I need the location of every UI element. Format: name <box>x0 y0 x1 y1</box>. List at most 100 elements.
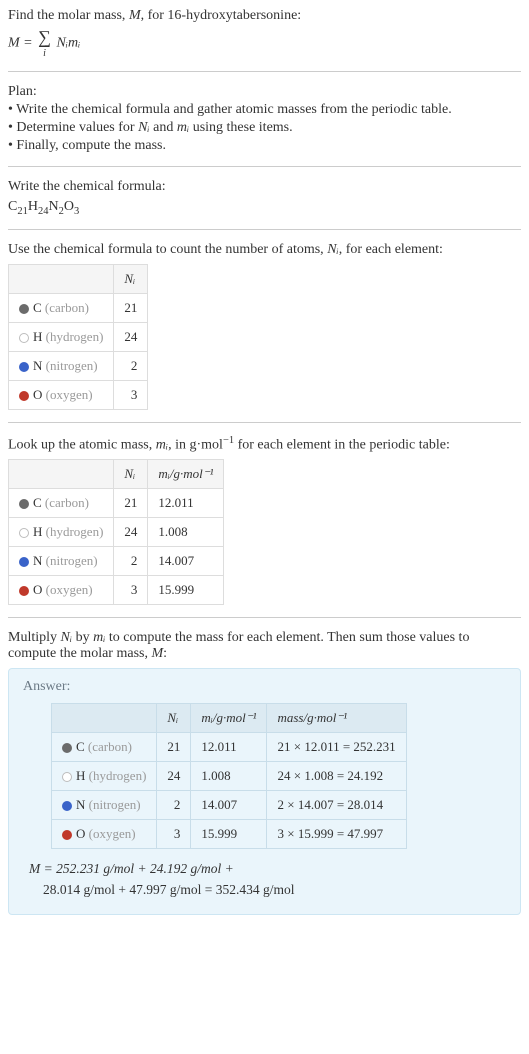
element-name: (carbon) <box>88 739 132 754</box>
table-header-row: Nᵢ mᵢ/g·mol⁻¹ <box>9 460 224 489</box>
intro-line: Find the molar mass, M, for 16-hydroxyta… <box>8 8 521 24</box>
table-header-row: Nᵢ <box>9 264 148 293</box>
m-value: 12.011 <box>148 489 224 518</box>
element-symbol: C <box>33 300 42 315</box>
element-cell: H (hydrogen) <box>9 322 114 351</box>
table-row: N (nitrogen)214.0072 × 14.007 = 28.014 <box>52 791 407 820</box>
element-symbol: C <box>33 495 42 510</box>
element-symbol: N <box>76 797 85 812</box>
formula-rhs: Nᵢmᵢ <box>53 36 80 51</box>
mass-lookup-heading: Look up the atomic mass, mᵢ, in g·mol−1 … <box>8 435 521 454</box>
element-cell: C (carbon) <box>9 293 114 322</box>
element-name: (oxygen) <box>89 826 136 841</box>
mass-lookup-table: Nᵢ mᵢ/g·mol⁻¹ C (carbon)2112.011H (hydro… <box>8 459 224 605</box>
element-symbol: O <box>76 826 85 841</box>
n-value: 2 <box>114 547 148 576</box>
element-dot-icon <box>19 333 29 343</box>
table-row: O (oxygen)315.999 <box>9 576 224 605</box>
chem-heading: Write the chemical formula: <box>8 179 521 195</box>
element-dot-icon <box>62 772 72 782</box>
mass-value: 3 × 15.999 = 47.997 <box>267 820 406 849</box>
element-dot-icon <box>19 499 29 509</box>
table-row: H (hydrogen) 241.008 <box>9 518 224 547</box>
ni-header: Nᵢ <box>114 264 148 293</box>
table-row: N (nitrogen)214.007 <box>9 547 224 576</box>
table-row: H (hydrogen)241.00824 × 1.008 = 24.192 <box>52 762 407 791</box>
formula-lhs: M = <box>8 36 36 51</box>
element-cell: H (hydrogen) <box>52 762 157 791</box>
element-symbol: N <box>33 553 42 568</box>
n-value: 2 <box>114 351 148 380</box>
n-value: 24 <box>114 322 148 351</box>
element-dot-icon <box>62 830 72 840</box>
count-section: Use the chemical formula to count the nu… <box>8 242 521 410</box>
element-name: (oxygen) <box>46 582 93 597</box>
plan-section: Plan: • Write the chemical formula and g… <box>8 84 521 154</box>
element-dot-icon <box>62 743 72 753</box>
mass-header: mass/g·mol⁻¹ <box>267 704 406 733</box>
m-value: 1.008 <box>148 518 224 547</box>
ni-header: Nᵢ <box>157 704 191 733</box>
element-cell: N (nitrogen) <box>52 791 157 820</box>
m-value: 15.999 <box>148 576 224 605</box>
n-value: 3 <box>157 820 191 849</box>
element-dot-icon <box>19 586 29 596</box>
element-symbol: O <box>33 582 42 597</box>
intro-prefix: Find the molar mass, <box>8 8 129 23</box>
divider <box>8 166 521 167</box>
table-row: C (carbon) 2112.011 <box>9 489 224 518</box>
table-row: C (carbon)21 <box>9 293 148 322</box>
molar-mass-formula: M = ∑i Nᵢmᵢ <box>8 28 521 59</box>
element-name: (oxygen) <box>46 387 93 402</box>
element-name: (hydrogen) <box>89 768 147 783</box>
element-name: (hydrogen) <box>46 524 104 539</box>
answer-label: Answer: <box>23 679 506 695</box>
element-name: (nitrogen) <box>46 553 98 568</box>
divider <box>8 229 521 230</box>
blank-header <box>9 460 114 489</box>
m-value: 15.999 <box>191 820 267 849</box>
m-value: 14.007 <box>148 547 224 576</box>
table-row: N (nitrogen)2 <box>9 351 148 380</box>
multiply-section: Multiply Nᵢ by mᵢ to compute the mass fo… <box>8 630 521 915</box>
element-dot-icon <box>19 304 29 314</box>
mass-value: 21 × 12.011 = 252.231 <box>267 733 406 762</box>
count-heading: Use the chemical formula to count the nu… <box>8 242 521 258</box>
element-symbol: O <box>33 387 42 402</box>
plan-bullet-3: • Finally, compute the mass. <box>8 138 521 154</box>
mass-value: 24 × 1.008 = 24.192 <box>267 762 406 791</box>
divider <box>8 617 521 618</box>
table-row: C (carbon)2112.01121 × 12.011 = 252.231 <box>52 733 407 762</box>
final-computation: M = 252.231 g/mol + 24.192 g/mol + 28.01… <box>23 859 506 900</box>
element-cell: O (oxygen) <box>9 380 114 409</box>
plan-bullet-1: • Write the chemical formula and gather … <box>8 102 521 118</box>
table-row: O (oxygen) 315.9993 × 15.999 = 47.997 <box>52 820 407 849</box>
n-value: 24 <box>114 518 148 547</box>
element-dot-icon <box>19 528 29 538</box>
count-table: Nᵢ C (carbon)21H (hydrogen)24N (nitrogen… <box>8 264 148 410</box>
element-cell: N (nitrogen) <box>9 547 114 576</box>
element-dot-icon <box>62 801 72 811</box>
n-value: 2 <box>157 791 191 820</box>
n-value: 24 <box>157 762 191 791</box>
element-symbol: H <box>33 524 42 539</box>
answer-box: Answer: Nᵢ mᵢ/g·mol⁻¹ mass/g·mol⁻¹ C (ca… <box>8 668 521 915</box>
answer-table: Nᵢ mᵢ/g·mol⁻¹ mass/g·mol⁻¹ C (carbon)211… <box>51 703 407 849</box>
blank-header <box>9 264 114 293</box>
mi-header: mᵢ/g·mol⁻¹ <box>191 704 267 733</box>
m-value: 1.008 <box>191 762 267 791</box>
chemical-formula: C21H24N2O3 <box>8 199 521 217</box>
element-cell: C (carbon) <box>52 733 157 762</box>
m-value: 14.007 <box>191 791 267 820</box>
n-value: 3 <box>114 380 148 409</box>
element-name: (carbon) <box>45 300 89 315</box>
n-value: 21 <box>114 489 148 518</box>
plan-heading: Plan: <box>8 84 521 100</box>
ni-header: Nᵢ <box>114 460 148 489</box>
n-value: 21 <box>114 293 148 322</box>
element-dot-icon <box>19 362 29 372</box>
element-name: (carbon) <box>45 495 89 510</box>
multiply-heading: Multiply Nᵢ by mᵢ to compute the mass fo… <box>8 630 521 662</box>
divider <box>8 422 521 423</box>
element-dot-icon <box>19 557 29 567</box>
